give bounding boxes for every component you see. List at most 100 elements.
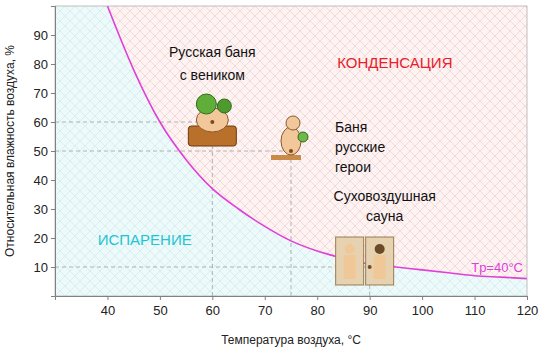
point-icon (336, 237, 394, 285)
annotations: Русская баня с веником Баня русские герои Сух… (98, 44, 523, 275)
icon-leaves (217, 99, 231, 113)
y-tick-mark (51, 151, 55, 152)
data-point (368, 265, 372, 269)
icon-leaves (196, 94, 216, 114)
reference-line-h (55, 151, 291, 152)
y-tick: 90 (34, 28, 55, 43)
y-tick-mark (51, 180, 55, 181)
point-label: герои (335, 159, 371, 175)
point-label: с веником (180, 67, 245, 83)
icon-panel (336, 237, 364, 285)
icon-head (345, 244, 355, 254)
x-tick-mark (422, 296, 423, 300)
y-axis-line (51, 7, 56, 297)
y-tick-label: 90 (34, 28, 48, 43)
reference-line-v (291, 151, 292, 296)
x-tick-label: 110 (465, 303, 486, 318)
icon-body (374, 255, 386, 279)
x-tick-mark (475, 296, 476, 300)
y-tick-label: 70 (34, 86, 48, 101)
y-tick-label: 80 (34, 57, 48, 72)
y-tick: 10 (34, 260, 55, 275)
y-tick-mark (51, 267, 55, 268)
y-tick-mark (51, 238, 55, 239)
point-label: сауна (366, 208, 403, 224)
y-tick: 60 (34, 115, 55, 130)
point-icon (271, 116, 308, 160)
x-tick: 120 (517, 296, 539, 318)
y-tick-label: 60 (34, 115, 48, 130)
chart-svg: 40 50 60 70 80 90 100 110 120 10 20 30 40 50 60 70 80 90 Р… (0, 0, 543, 356)
y-tick-mark (51, 122, 55, 123)
plot-marks (55, 6, 527, 296)
icon-leaves (298, 132, 308, 142)
x-tick-label: 50 (153, 303, 167, 318)
x-tick-mark (160, 296, 161, 300)
x-tick-label: 40 (101, 303, 115, 318)
y-tick: 70 (34, 86, 55, 101)
reference-line-h (55, 122, 212, 123)
y-tick-mark (51, 209, 55, 210)
y-tick-label: 40 (34, 173, 48, 188)
x-tick-label: 70 (258, 303, 272, 318)
y-tick: 20 (34, 231, 55, 246)
data-point (210, 120, 214, 124)
region-label: КОНДЕНСАЦИЯ (337, 54, 452, 71)
point-label: русские (335, 139, 385, 155)
x-tick-mark (527, 296, 528, 300)
reference-line-v (212, 122, 213, 296)
x-tick-label: 90 (363, 303, 377, 318)
x-tick-mark (212, 296, 213, 300)
x-tick-mark (107, 296, 108, 300)
y-tick-label: 50 (34, 144, 48, 159)
x-tick-mark (317, 296, 318, 300)
data-point (289, 149, 293, 153)
series-label: Tр=40°C (471, 260, 523, 275)
x-tick: 90 (363, 296, 377, 318)
y-tick: 30 (34, 202, 55, 217)
x-tick-label: 60 (206, 303, 220, 318)
plot-frame (55, 6, 527, 296)
icon-head (286, 116, 300, 130)
x-tick: 100 (412, 296, 434, 318)
x-tick: 50 (153, 296, 167, 318)
y-tick-label: 30 (34, 202, 48, 217)
y-tick-label: 10 (34, 260, 48, 275)
icon-panel (366, 237, 394, 285)
y-tick-mark (51, 35, 55, 36)
reference-line-h (55, 267, 370, 268)
evaporation-region (55, 6, 527, 296)
y-axis: 10 20 30 40 50 60 70 80 90 (34, 7, 56, 297)
point-label: Русская баня (169, 44, 256, 60)
x-axis-line (56, 297, 528, 301)
x-tick-label: 120 (517, 303, 539, 318)
x-tick: 110 (465, 296, 486, 318)
y-tick: 50 (34, 144, 55, 159)
x-tick-label: 80 (310, 303, 324, 318)
region-label: ИСПАРЕНИЕ (98, 231, 192, 248)
x-tick: 70 (258, 296, 272, 318)
chart-container: 40 50 60 70 80 90 100 110 120 10 20 30 40 50 60 70 80 90 Р… (0, 0, 543, 356)
point-icon (188, 94, 236, 146)
y-tick-label: 20 (34, 231, 48, 246)
x-tick-label: 100 (412, 303, 434, 318)
x-axis-title: Температура воздуха, °C (221, 333, 361, 347)
icon-bench (271, 155, 301, 160)
y-tick: 40 (34, 173, 55, 188)
icon-body (344, 255, 356, 279)
y-tick-mark (51, 93, 55, 94)
icon-head (375, 244, 385, 254)
y-tick-mark (51, 64, 55, 65)
point-label: Баня (335, 119, 367, 135)
plot-area: 40 50 60 70 80 90 100 110 120 10 20 30 40 50 60 70 80 90 Р… (34, 6, 539, 318)
y-tick: 80 (34, 57, 55, 72)
point-label: Суховоздушная (334, 188, 436, 204)
x-tick: 80 (310, 296, 324, 318)
x-axis: 40 50 60 70 80 90 100 110 120 (56, 296, 539, 318)
x-tick: 40 (101, 296, 115, 318)
x-tick-mark (265, 296, 266, 300)
icon-body (281, 127, 301, 155)
x-tick: 60 (206, 296, 220, 318)
y-axis-title: Относительная влажность воздуха, % (3, 45, 17, 257)
x-tick-mark (370, 296, 371, 300)
